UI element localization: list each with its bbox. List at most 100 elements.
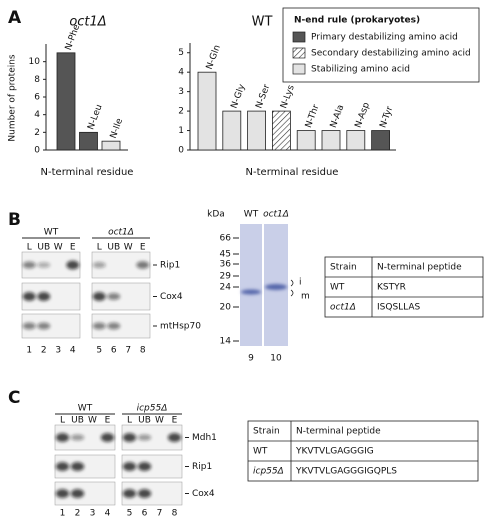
bracket <box>290 279 294 287</box>
chart-title: oct1Δ <box>69 15 106 30</box>
table <box>324 256 484 318</box>
table-cell: YKVTVLGAGGGIGQPLS <box>295 467 397 477</box>
bar-label: N-Leu <box>86 103 104 131</box>
chart-title: WT <box>252 15 273 30</box>
lane-label: W <box>155 416 164 426</box>
band <box>137 489 152 498</box>
lane-number: 5 <box>96 346 102 356</box>
band <box>22 261 36 269</box>
lane-label: L <box>27 243 32 253</box>
lane-number: 7 <box>125 346 131 356</box>
y-tick-label: 4 <box>34 110 40 120</box>
blot <box>21 282 81 311</box>
marker-label: 66 <box>220 234 232 244</box>
marker-label: 14 <box>220 337 232 347</box>
gel-lane <box>240 224 262 346</box>
lane-label: E <box>70 243 76 253</box>
band <box>55 462 70 471</box>
bar <box>222 110 242 151</box>
table-cell: oct1Δ <box>330 303 356 313</box>
protein-label: Cox4 <box>160 292 183 302</box>
protein-label: mtHsp70 <box>160 322 201 332</box>
bar <box>321 130 341 151</box>
lane-number: 10 <box>270 354 282 364</box>
unit: kDa <box>207 210 225 220</box>
y-tick-label: 2 <box>178 107 184 117</box>
bar-label: N-Phe <box>64 23 83 52</box>
table-cell: Strain <box>253 427 280 437</box>
protein-label: Rip1 <box>160 261 180 271</box>
band <box>107 293 121 300</box>
table-cell: YKVTVLGAGGGIG <box>295 447 374 457</box>
lane-label: UB <box>71 416 84 426</box>
lane-label: E <box>172 416 178 426</box>
band <box>22 322 36 330</box>
marker-label: 45 <box>220 250 231 260</box>
legend-swatch <box>292 63 306 75</box>
lane-number: 3 <box>90 509 96 519</box>
blot <box>121 481 183 506</box>
lane-number: 7 <box>157 509 163 519</box>
lane-label: W <box>88 416 97 426</box>
lane-label: UB <box>107 243 120 253</box>
bracket <box>290 289 294 297</box>
legend-label: Primary destabilizing amino acid <box>311 33 458 43</box>
band <box>167 433 182 442</box>
y-tick-label: 6 <box>34 93 40 103</box>
panel-label: B <box>8 210 21 230</box>
band <box>37 322 51 330</box>
band <box>55 433 70 442</box>
protein-label: Rip1 <box>192 462 212 472</box>
bar <box>56 52 76 151</box>
lane-label: UB <box>138 416 151 426</box>
group-label: WT <box>44 228 59 238</box>
bar-label: N-Ala <box>329 103 347 129</box>
lane-label: L <box>60 416 65 426</box>
lane-label: E <box>105 416 111 426</box>
form-label: i <box>299 278 302 288</box>
table-cell: Strain <box>330 263 357 273</box>
bar <box>247 110 267 151</box>
band <box>107 322 121 330</box>
marker-label: 29 <box>220 272 232 282</box>
lane-label: L <box>97 243 102 253</box>
table-cell: icp55Δ <box>253 467 284 477</box>
bar <box>271 110 291 151</box>
bar <box>197 71 217 151</box>
band <box>122 433 137 442</box>
table-cell: N-terminal peptide <box>377 263 462 273</box>
legend-swatch <box>292 47 306 59</box>
bar-label: N-Thr <box>304 103 322 129</box>
band <box>92 262 106 268</box>
band <box>55 489 70 498</box>
lane-number: 5 <box>127 509 133 519</box>
y-tick-label: 1 <box>178 126 184 136</box>
band <box>37 262 51 268</box>
band <box>92 292 106 301</box>
lane-number: 9 <box>248 354 254 364</box>
bar <box>296 130 316 151</box>
band <box>22 292 36 301</box>
bar-label: N-Ile <box>109 117 126 140</box>
marker-label: 36 <box>220 260 232 270</box>
lane-label: W <box>124 243 133 253</box>
lane-label: W <box>54 243 63 253</box>
blot <box>54 481 116 506</box>
band <box>100 433 115 442</box>
y-tick-label: 4 <box>178 68 184 78</box>
y-tick-label: 10 <box>29 57 41 67</box>
bar-label: N-Gln <box>205 44 223 71</box>
band <box>265 284 287 290</box>
lane-number: 3 <box>55 346 61 356</box>
bar <box>101 140 121 151</box>
band <box>66 260 80 270</box>
table-cell: N-terminal peptide <box>296 427 381 437</box>
gel-lane-label: oct1Δ <box>263 210 289 220</box>
y-tick-label: 3 <box>178 87 184 97</box>
panel-label: A <box>8 8 22 28</box>
lane-number: 8 <box>140 346 146 356</box>
band <box>70 489 85 498</box>
lane-label: UB <box>37 243 50 253</box>
